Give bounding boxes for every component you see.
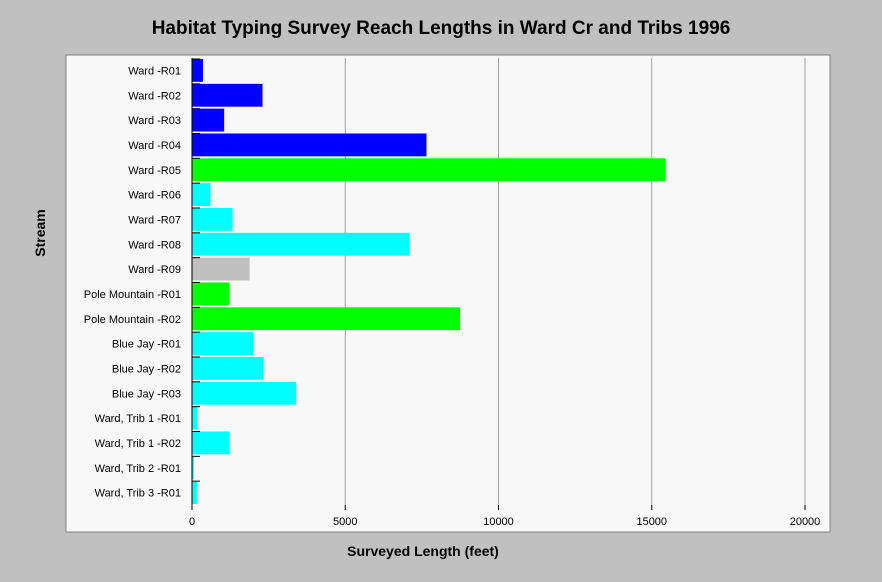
bar [192, 232, 410, 256]
category-label: Ward, Trib 1 -R02 [95, 438, 181, 450]
bar [192, 456, 194, 480]
category-label: Pole Mountain -R02 [84, 314, 181, 326]
category-label: Ward -R08 [128, 239, 181, 251]
grid-lines [191, 58, 806, 510]
category-label: Ward -R02 [128, 90, 181, 102]
category-label: Blue Jay -R01 [112, 339, 181, 351]
x-axis-label: Surveyed Length (feet) [347, 543, 499, 559]
category-labels: Ward -R01 Ward -R02 Ward -R03 Ward -R04 Ward… [84, 65, 181, 499]
bar [192, 307, 461, 331]
bar [192, 406, 198, 430]
x-tick-label: 0 [189, 516, 195, 528]
bar [192, 183, 211, 206]
category-label: Ward -R03 [128, 115, 181, 127]
bar [192, 282, 230, 306]
category-label: Blue Jay -R03 [112, 388, 181, 400]
bar [192, 59, 204, 82]
bars [192, 58, 666, 504]
category-label: Pole Mountain -R01 [84, 289, 181, 301]
category-label: Ward -R06 [128, 190, 181, 202]
x-tick-label: 10000 [483, 516, 514, 528]
x-tick-labels: 0 5000 10000 15000 20000 [189, 516, 820, 528]
bar [192, 431, 230, 455]
bar [192, 208, 233, 231]
bar [192, 332, 254, 355]
x-tick-label: 5000 [333, 516, 357, 528]
category-label: Ward -R04 [128, 140, 181, 152]
bar [192, 83, 263, 107]
category-label: Ward, Trib 1 -R01 [95, 413, 181, 425]
bar [192, 381, 297, 405]
x-tick-label: 15000 [636, 516, 667, 528]
category-label: Ward -R05 [128, 165, 181, 177]
chart-title: Habitat Typing Survey Reach Lengths in W… [151, 18, 731, 39]
category-label: Ward, Trib 3 -R01 [95, 488, 181, 500]
bar [192, 158, 666, 182]
x-tick-label: 20000 [790, 516, 821, 528]
bar [192, 357, 264, 380]
category-label: Ward -R01 [128, 65, 181, 77]
bar [192, 108, 225, 132]
bar [192, 133, 427, 157]
category-label: Ward -R07 [128, 214, 181, 226]
bar [192, 257, 250, 281]
category-label: Blue Jay -R02 [112, 363, 181, 375]
bar [192, 481, 197, 504]
category-label: Ward -R09 [128, 264, 181, 276]
category-label: Ward, Trib 2 -R01 [95, 463, 181, 475]
